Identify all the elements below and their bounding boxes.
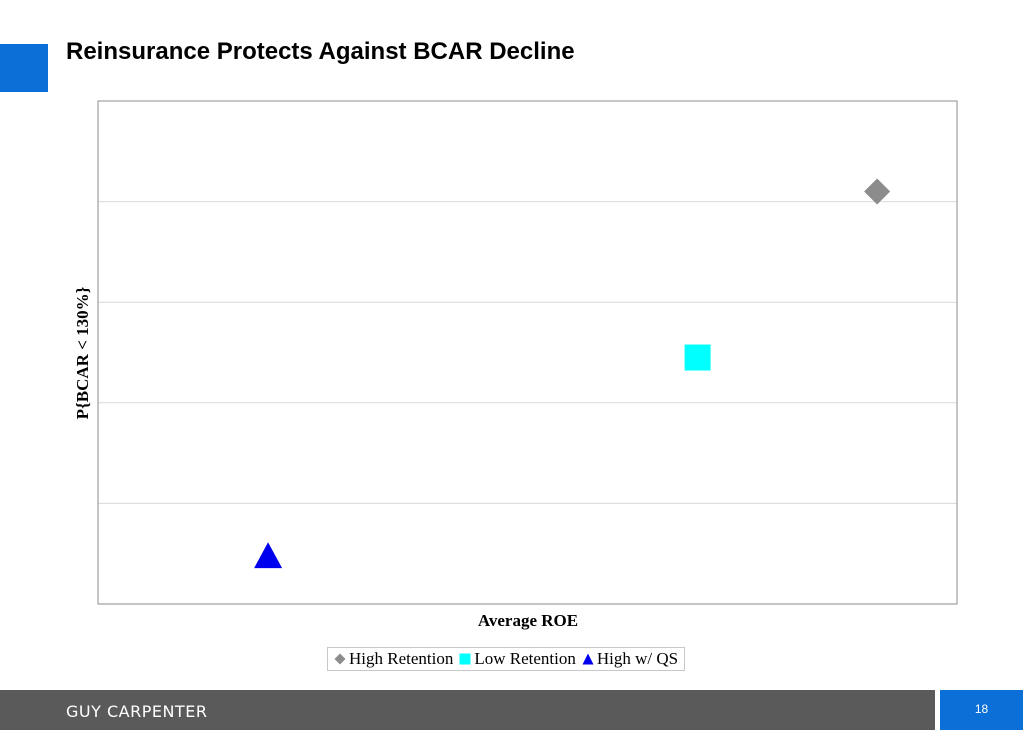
scatter-chart: Average ROE P{BCAR < 130%} xyxy=(73,100,958,630)
legend-item-high-retention: High Retention xyxy=(334,649,453,669)
data-point-low-retention xyxy=(684,344,711,371)
y-axis-label: P{BCAR < 130%} xyxy=(73,286,92,419)
gridlines xyxy=(98,201,957,504)
legend-item-low-retention: Low Retention xyxy=(459,649,576,669)
data-point-high-retention xyxy=(864,178,891,205)
diamond-icon xyxy=(334,653,346,665)
legend-label: Low Retention xyxy=(474,649,576,668)
footer-brand: GUY CARPENTER xyxy=(66,702,208,721)
legend-item-high-w-qs: High w/ QS xyxy=(582,649,678,669)
triangle-icon xyxy=(582,653,594,665)
data-points xyxy=(254,178,891,569)
x-axis-label: Average ROE xyxy=(478,611,578,630)
data-point-high-w-qs xyxy=(254,542,283,569)
square-icon xyxy=(459,653,471,665)
slide-title: Reinsurance Protects Against BCAR Declin… xyxy=(66,38,575,65)
legend-label: High w/ QS xyxy=(596,649,679,668)
plot-area xyxy=(97,100,958,605)
page-number-box xyxy=(940,690,1023,730)
legend-label: High Retention xyxy=(349,649,454,668)
accent-block xyxy=(0,44,48,92)
page-number: 18 xyxy=(974,702,989,716)
chart-legend: High Retention Low Retention High w/ QS xyxy=(327,647,686,671)
footer-bar xyxy=(0,690,935,730)
